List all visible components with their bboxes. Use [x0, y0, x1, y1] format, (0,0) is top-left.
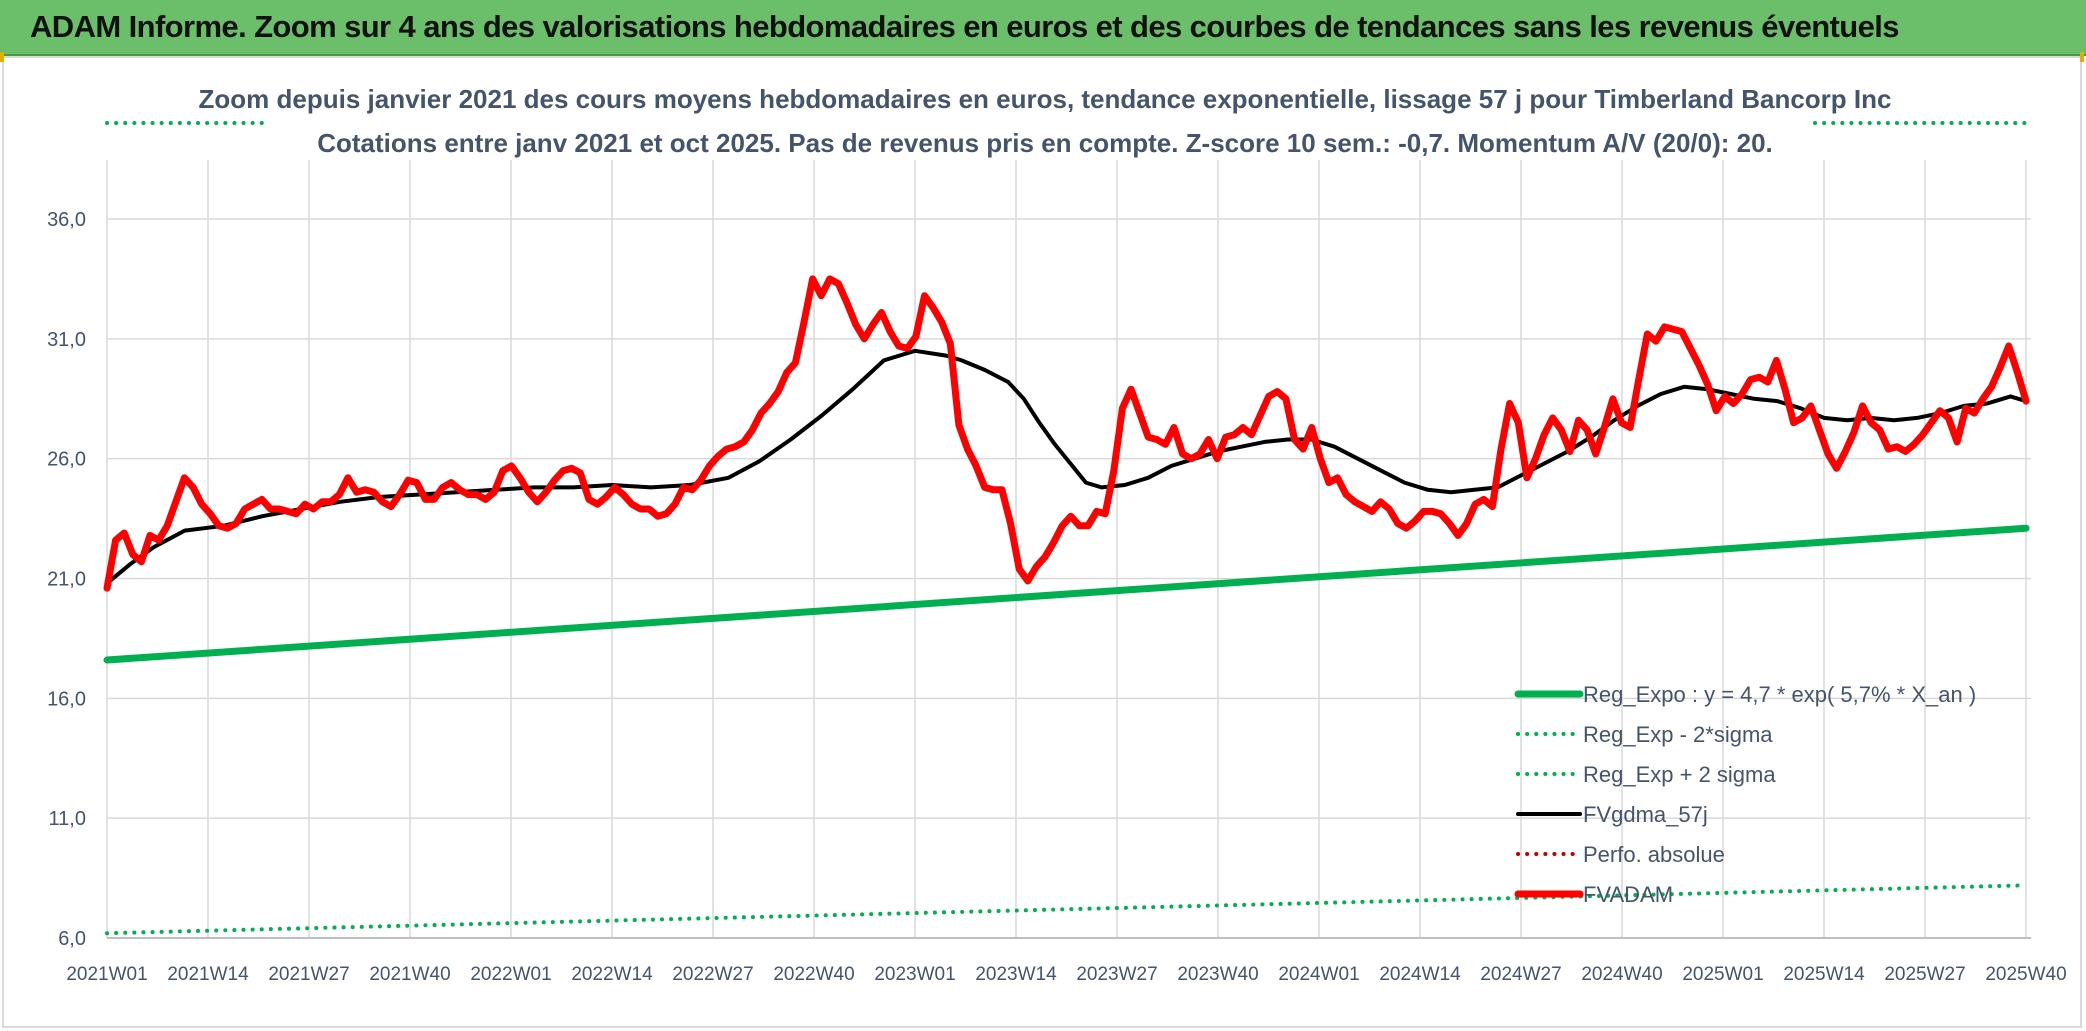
y-tick-label: 36,0 [47, 209, 86, 231]
chart-subtitle-line2: Cotations entre janv 2021 et oct 2025. P… [317, 128, 1773, 158]
x-axis: 2021W01 2021W14 2021W27 2021W40 2022W01 2022W… [66, 964, 2066, 985]
y-tick-label: 6,0 [58, 928, 86, 950]
x-tick-label: 2022W40 [773, 964, 854, 985]
x-tick-label: 2021W40 [369, 964, 450, 985]
x-tick-label: 2021W27 [268, 964, 349, 985]
x-tick-label: 2024W40 [1581, 964, 1662, 985]
frame-corner-right [2080, 52, 2084, 62]
legend-label: Reg_Exp - 2*sigma [1583, 722, 1773, 747]
x-tick-label: 2025W27 [1884, 964, 1965, 985]
frame-corner-left [0, 52, 4, 62]
y-tick-label: 16,0 [47, 688, 86, 710]
x-tick-label: 2024W27 [1480, 964, 1561, 985]
series-line-reg-exp-2-sigma [105, 883, 2028, 936]
legend: Reg_Expo : y = 4,7 * exp( 5,7% * X_an ) R… [1514, 682, 1976, 907]
series-line-fvgdma-57j [105, 348, 2028, 586]
x-tick-label: 2023W01 [874, 964, 955, 985]
x-tick-label: 2023W14 [975, 964, 1057, 985]
legend-label: Reg_Expo : y = 4,7 * exp( 5,7% * X_an ) [1583, 682, 1976, 707]
legend-label: Reg_Exp + 2 sigma [1583, 762, 1776, 787]
legend-label: FVgdma_57j [1583, 802, 1708, 827]
x-tick-label: 2025W14 [1783, 964, 1865, 985]
x-tick-label: 2024W01 [1278, 964, 1359, 985]
x-tick-label: 2023W27 [1076, 964, 1157, 985]
chart-subtitle-line1: Zoom depuis janvier 2021 des cours moyen… [199, 84, 1892, 114]
x-tick-label: 2022W01 [470, 964, 551, 985]
y-tick-label: 31,0 [47, 329, 86, 351]
x-tick-label: 2024W14 [1379, 964, 1461, 985]
legend-label: FVADAM [1583, 882, 1673, 907]
banner-title: ADAM Informe. Zoom sur 4 ans des valoris… [30, 9, 1900, 44]
x-tick-label: 2021W14 [167, 964, 249, 985]
x-tick-label: 2025W01 [1682, 964, 1763, 985]
series-line-reg-expo-y-4-7-exp-5-7-x-an [103, 524, 2030, 664]
title-banner: ADAM Informe. Zoom sur 4 ans des valoris… [0, 0, 2086, 56]
series-group [103, 121, 2030, 936]
y-tick-label: 26,0 [47, 449, 86, 471]
x-tick-label: 2022W27 [672, 964, 753, 985]
x-tick-label: 2021W01 [66, 964, 147, 985]
x-tick-label: 2022W14 [571, 964, 653, 985]
y-tick-label: 21,0 [47, 569, 86, 591]
legend-label: Perfo. absolue [1583, 842, 1725, 867]
y-tick-label: 11,0 [49, 808, 86, 830]
x-tick-label: 2023W40 [1177, 964, 1258, 985]
y-axis: 6,0 11,0 16,0 21,0 26,0 31,0 36,0 [47, 209, 86, 950]
chart-frame [2, 56, 2082, 1028]
x-tick-label: 2025W40 [1985, 964, 2066, 985]
series-line-fvadam [103, 275, 2030, 592]
